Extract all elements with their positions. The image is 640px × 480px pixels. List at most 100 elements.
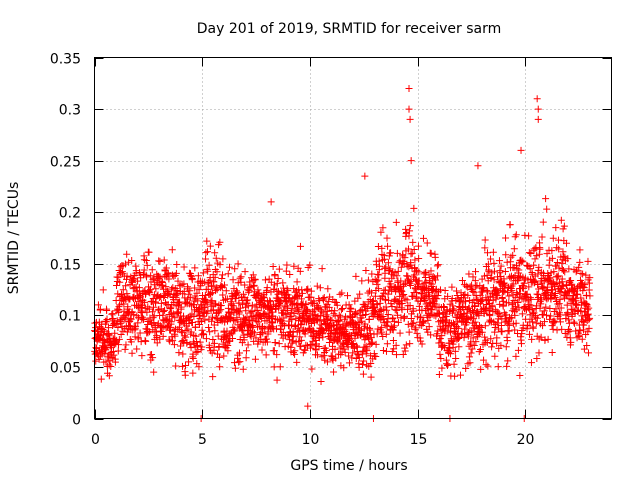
data-point [468,345,476,353]
data-point [219,291,227,299]
data-point [580,284,588,292]
data-point [193,289,201,297]
x-tick-label: 5 [198,432,207,448]
data-point [506,315,514,323]
data-point [426,279,434,287]
data-point [236,304,244,312]
data-point [389,326,397,334]
data-point [148,297,156,305]
data-point [110,351,118,359]
data-point [275,265,283,273]
data-point [192,323,200,331]
data-point [331,312,339,320]
data-point [194,297,202,305]
data-point [494,363,502,371]
data-point [237,273,245,281]
data-point [364,305,372,313]
data-point [96,305,104,313]
data-point [372,261,380,269]
data-point [490,267,498,275]
data-point [283,261,291,269]
data-point [347,305,355,313]
data-point [426,298,434,306]
data-point [303,305,311,313]
data-point [271,339,279,347]
data-point [302,341,310,349]
data-point [434,261,442,269]
data-point [471,318,479,326]
data-point [450,337,458,345]
data-point [269,263,277,271]
data-point [391,322,399,330]
data-point [585,316,593,324]
data-point [561,329,569,337]
data-point [287,309,295,317]
data-point [437,354,445,362]
grid-layer [94,57,612,419]
data-point [162,264,170,272]
data-point [105,361,113,369]
data-point [129,278,137,286]
data-point [438,317,446,325]
data-point [533,290,541,298]
data-point [210,321,218,329]
data-point [351,297,359,305]
data-point [477,298,485,306]
data-point [394,318,402,326]
data-point [273,279,281,287]
data-point [584,306,592,314]
data-point [180,280,188,288]
data-point [149,354,157,362]
data-point [114,324,122,332]
data-point [304,285,312,293]
data-point [550,268,558,276]
data-point [480,284,488,292]
data-point [161,306,169,314]
data-point [535,349,543,357]
data-point [532,302,540,310]
data-point [539,322,547,330]
data-point [233,291,241,299]
data-point [116,301,124,309]
data-point [537,300,545,308]
data-point [469,273,477,281]
data-point [295,306,303,314]
data-point [493,334,501,342]
data-point [472,338,480,346]
data-point [282,310,290,318]
data-point [103,307,111,315]
data-point [451,347,459,355]
data-point [585,349,593,357]
x-tick-label: 0 [91,432,100,448]
data-point [324,298,332,306]
data-point [177,303,185,311]
data-point [168,246,176,254]
data-point [242,354,250,362]
data-point [294,292,302,300]
data-point [526,294,534,302]
data-point [586,314,594,322]
data-point [284,322,292,330]
data-point [231,265,239,273]
data-point [250,281,258,289]
data-point [450,360,458,368]
data-points [91,84,594,422]
data-point [231,364,239,372]
data-point [182,333,190,341]
data-point [577,294,585,302]
data-point [225,263,233,271]
data-point [306,344,314,352]
data-point [215,307,223,315]
data-point [229,276,237,284]
data-point [143,261,151,269]
data-point [565,316,573,324]
data-point [119,286,127,294]
data-point [460,334,468,342]
data-point [419,319,427,327]
data-point [585,286,593,294]
data-point [113,317,121,325]
data-point [434,327,442,335]
data-point [355,354,363,362]
data-point [233,288,241,296]
data-point [568,280,576,288]
